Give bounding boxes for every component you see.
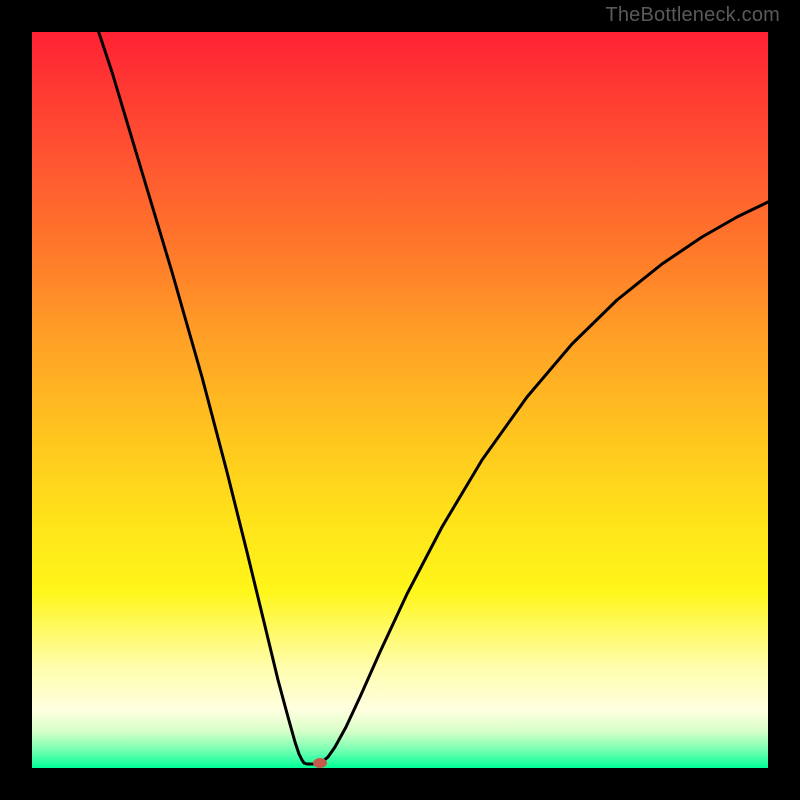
frame-border-bottom: [0, 768, 800, 800]
plot-area: [32, 32, 768, 768]
bottleneck-curve: [92, 12, 768, 764]
minimum-marker: [313, 758, 327, 768]
curve-svg: [32, 32, 768, 768]
watermark-text: TheBottleneck.com: [605, 4, 780, 27]
frame-border-right: [768, 0, 800, 800]
frame-border-left: [0, 0, 32, 800]
